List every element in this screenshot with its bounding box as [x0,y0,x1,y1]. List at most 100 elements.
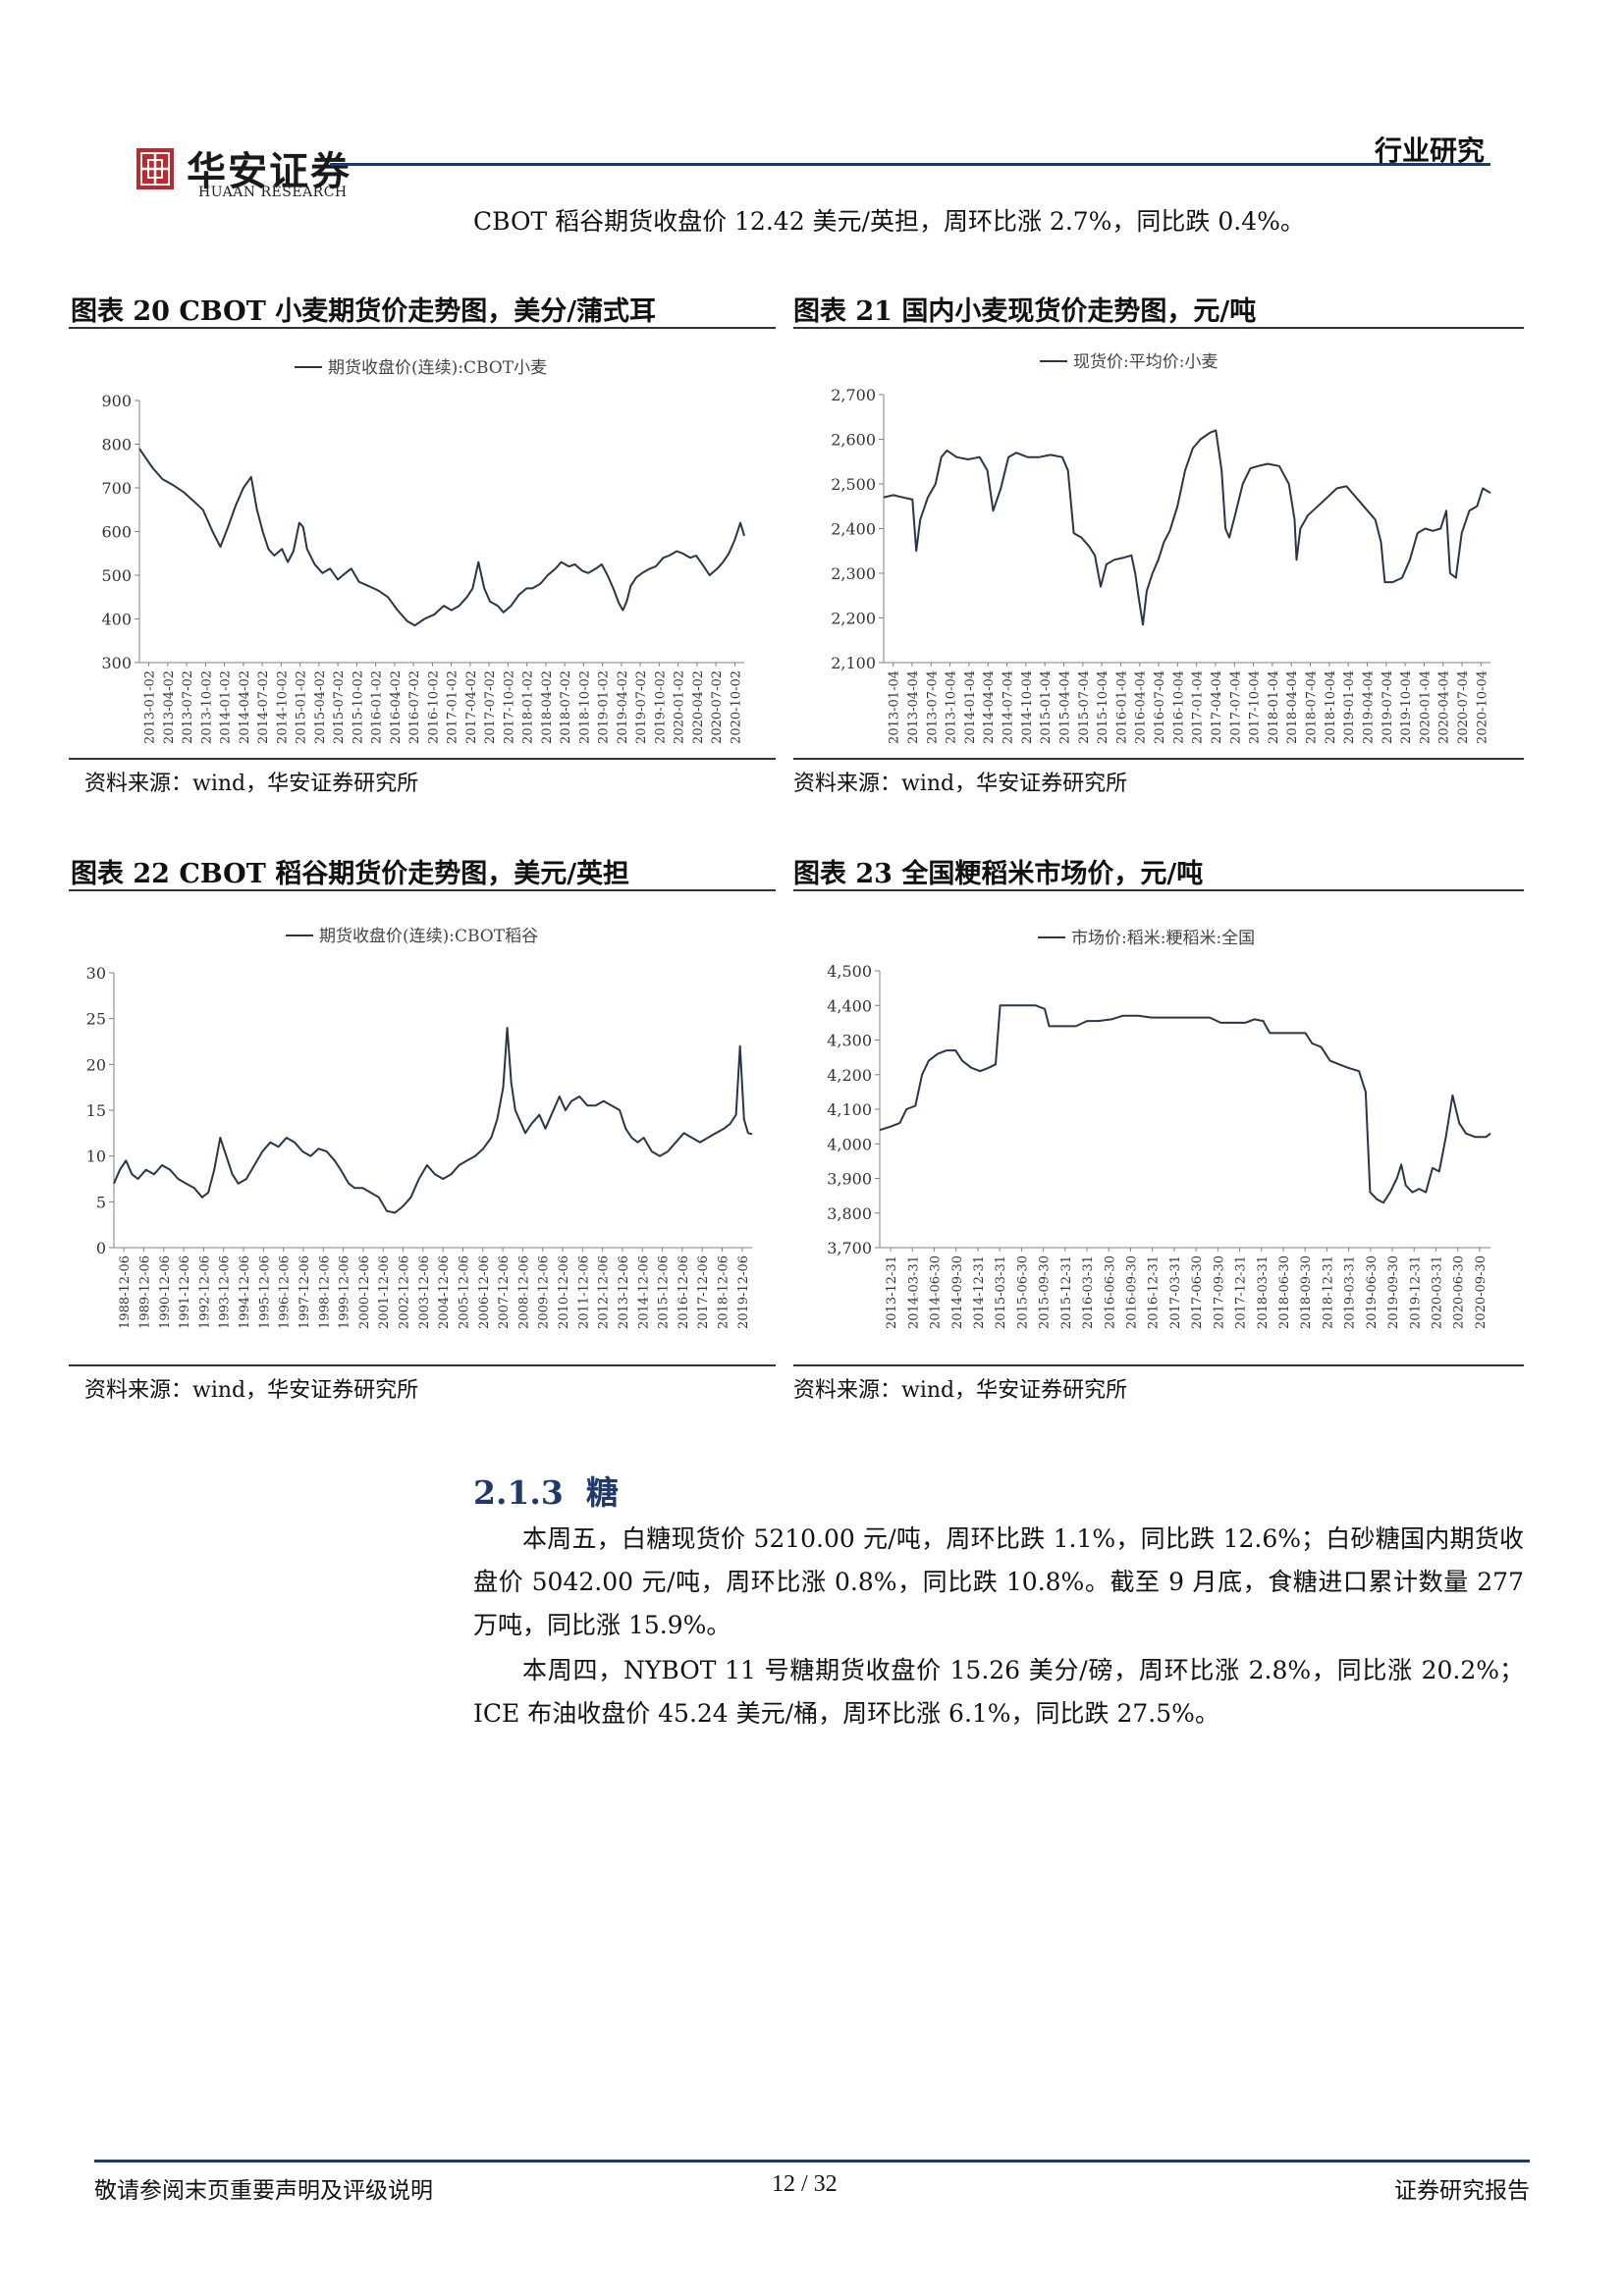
x-tick-label: 2001-12-06 [377,1255,392,1329]
x-tick-label: 2020-06-30 [1452,1255,1467,1329]
x-tick-label: 2003-12-06 [417,1255,432,1329]
x-tick-label: 2015-01-02 [295,670,309,744]
x-tick-label: 2018-07-04 [1305,670,1320,744]
x-tick-label: 2013-07-04 [925,670,940,744]
x-tick-label: 1989-12-06 [137,1255,152,1329]
x-tick-label: 1992-12-06 [197,1255,212,1329]
x-tick-label: 1999-12-06 [338,1255,352,1329]
x-tick-label: 2020-04-04 [1437,670,1452,744]
y-tick-label: 600 [101,523,132,542]
x-tick-label: 2011-12-06 [576,1255,591,1329]
x-tick-label: 2019-01-04 [1342,670,1357,744]
y-tick-label: 25 [86,1010,106,1029]
y-tick-label: 2,700 [831,386,876,404]
x-tick-label: 2014-07-04 [1001,670,1016,744]
series-line [113,1027,753,1214]
y-tick-label: 3,900 [827,1170,872,1189]
x-tick-label: 2016-07-04 [1153,670,1167,744]
y-tick-label: 3,800 [827,1204,872,1223]
y-tick-label: 4,500 [827,962,872,981]
x-tick-label: 2018-10-02 [577,670,592,744]
x-tick-label: 2000-12-06 [357,1255,372,1329]
x-tick-label: 2017-03-31 [1168,1255,1183,1329]
x-tick-label: 2017-07-04 [1228,670,1243,744]
series-line [879,1004,1491,1204]
legend-label: 现货价:平均价:小麦 [1073,352,1218,372]
brand-name-en: HUAAN RESEARCH [198,185,348,200]
x-tick-label: 2014-10-04 [1020,670,1035,744]
x-tick-label: 2019-12-31 [1408,1255,1423,1329]
x-tick-label: 2013-01-02 [143,670,158,744]
x-tick-label: 1991-12-06 [178,1255,192,1329]
x-tick-label: 2016-01-02 [370,670,385,744]
x-tick-label: 2013-07-02 [181,670,195,744]
legend-label: 期货收盘价(连续):CBOT稻谷 [319,927,538,946]
paragraph-sugar-spot: 本周五，白糖现货价 5210.00 元/吨，周环比跌 1.1%，同比跌 12.6… [473,1524,1524,1639]
x-tick-label: 2018-03-31 [1256,1255,1271,1329]
x-tick-label: 2017-10-04 [1248,670,1263,744]
x-tick-label: 2018-09-30 [1299,1255,1314,1329]
y-tick-label: 4,300 [827,1032,872,1050]
x-tick-label: 2016-10-02 [426,670,441,744]
x-tick-label: 2017-09-30 [1212,1255,1226,1329]
x-tick-label: 2014-04-02 [238,670,252,744]
figure-20-bottom-rule [69,758,776,760]
x-tick-label: 1995-12-06 [257,1255,272,1329]
x-tick-label: 1994-12-06 [238,1255,252,1329]
x-tick-label: 2004-12-06 [437,1255,452,1329]
x-tick-label: 1996-12-06 [278,1255,293,1329]
x-tick-label: 2015-04-02 [313,670,328,744]
x-tick-label: 2015-01-04 [1039,670,1054,744]
x-tick-label: 2018-04-04 [1285,670,1300,744]
chart-domestic-wheat: 现货价:平均价:小麦 2,100 2,200 2,300 2,400 2,500 2,600… [831,352,1491,744]
x-tick-label: 2017-01-02 [446,670,460,744]
x-tick-label: 2019-04-02 [616,670,630,744]
x-tick-label: 2016-04-04 [1134,670,1149,744]
y-tick-label: 400 [101,611,132,629]
figure-22-title: 图表 22 CBOT 稻谷期货价走势图，美元/英担 [71,859,630,889]
figure-21-top-rule [793,327,1524,329]
chart-japonica-rice: 市场价:稻米:粳稻米:全国 3,700 3,800 3,900 4,000 4,100 4,… [827,929,1491,1329]
x-tick-label: 2020-03-31 [1430,1255,1444,1329]
x-tick-label: 2009-12-06 [537,1255,552,1329]
x-tick-label: 2018-12-31 [1321,1255,1335,1329]
legend-label: 期货收盘价(连续):CBOT小麦 [328,358,547,378]
x-tick-label: 2013-12-06 [617,1255,631,1329]
x-tick-label: 2013-12-31 [885,1255,899,1329]
y-tick-label: 800 [101,436,132,454]
y-tick-label: 2,200 [831,610,876,628]
y-tick-label: 4,000 [827,1135,872,1153]
footer-disclaimer: 敬请参阅末页重要声明及评级说明 [94,2178,433,2204]
figure-23-bottom-rule [793,1364,1524,1366]
x-tick-label: 2017-04-02 [464,670,479,744]
x-tick-label: 2020-01-02 [673,670,687,744]
y-tick-label: 2,500 [831,475,876,494]
x-tick-label: 2002-12-06 [398,1255,412,1329]
x-tick-label: 2017-12-06 [696,1255,711,1329]
page-number: 12 / 32 [772,2171,838,2197]
x-tick-label: 2019-09-30 [1386,1255,1401,1329]
x-tick-label: 2013-04-04 [906,670,921,744]
footer-rule [94,2160,1530,2163]
section-number: 2.1.3 [473,1473,564,1512]
y-tick-label: 30 [86,964,106,983]
x-tick-label: 2020-10-02 [729,670,743,744]
x-tick-label: 2019-12-06 [736,1255,751,1329]
x-tick-label: 2018-04-02 [540,670,555,744]
x-tick-label: 2014-01-04 [963,670,978,744]
series-line [883,429,1491,626]
x-tick-label: 2020-09-30 [1474,1255,1489,1329]
brand-logo-icon [136,148,174,189]
x-tick-label: 2018-01-04 [1267,670,1281,744]
header-rule [330,163,1490,166]
paragraph-sugar-futures: 本周四，NYBOT 11 号糖期货收盘价 15.26 美分/磅，周环比涨 2.8… [473,1656,1524,1728]
y-tick-label: 300 [101,654,132,672]
x-tick-label: 2015-10-02 [351,670,365,744]
x-tick-label: 2019-07-04 [1380,670,1395,744]
figure-22-source: 资料来源：wind，华安证券研究所 [84,1378,419,1403]
x-tick-label: 2019-10-04 [1399,670,1414,744]
x-tick-label: 2015-09-30 [1038,1255,1053,1329]
x-tick-label: 2014-03-31 [906,1255,921,1329]
figure-21-bottom-rule [793,758,1524,760]
lead-text: CBOT 稻谷期货收盘价 12.42 美元/英担，周环比涨 2.7%，同比跌 0… [473,207,1305,236]
